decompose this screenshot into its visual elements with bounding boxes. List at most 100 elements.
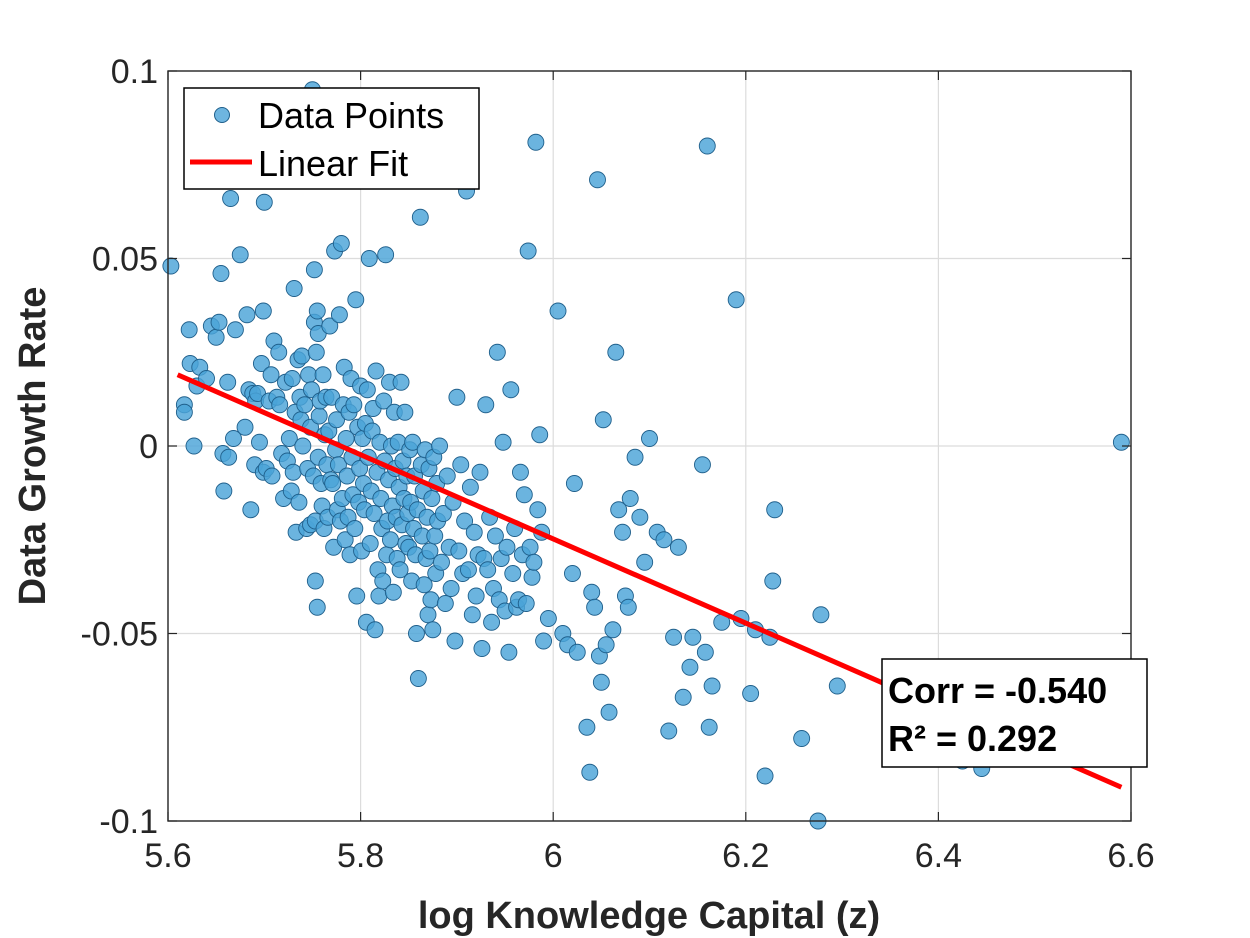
data-point	[285, 280, 303, 297]
data-point	[517, 595, 535, 612]
data-point	[442, 580, 460, 597]
axes-box	[167, 70, 1132, 822]
data-point	[271, 396, 289, 414]
data-point	[446, 632, 464, 650]
data-point	[631, 508, 649, 526]
data-point	[392, 373, 410, 391]
data-point	[226, 321, 244, 339]
data-point	[483, 613, 501, 631]
data-point	[374, 572, 392, 590]
data-point	[512, 463, 529, 481]
data-point	[473, 640, 491, 657]
data-point	[424, 621, 442, 639]
legend-label-data-points: Data Points	[258, 95, 444, 136]
data-point	[366, 621, 384, 639]
data-point	[310, 407, 328, 425]
legend-marker-data-points	[214, 107, 230, 123]
data-point	[270, 343, 288, 361]
data-point	[465, 523, 483, 541]
data-point	[348, 587, 366, 605]
data-point	[263, 467, 281, 485]
data-point	[828, 677, 846, 695]
data-point	[296, 396, 314, 414]
x-tick-label: 6.2	[722, 837, 769, 875]
data-point	[450, 542, 468, 560]
data-point	[262, 366, 280, 384]
x-tick-label: 5.6	[144, 837, 191, 875]
data-point	[641, 430, 658, 447]
data-point	[305, 261, 323, 279]
data-point	[525, 553, 543, 571]
legend-box	[183, 87, 480, 190]
data-point	[330, 456, 347, 474]
data-point	[519, 242, 537, 260]
data-point	[812, 606, 830, 624]
data-point	[674, 688, 692, 706]
data-point	[448, 388, 466, 406]
x-tick-label: 5.8	[337, 837, 384, 875]
data-point	[504, 565, 522, 582]
data-point	[207, 328, 225, 346]
data-point	[621, 490, 639, 507]
data-point	[423, 490, 441, 507]
data-point	[382, 531, 399, 549]
data-point	[370, 587, 388, 605]
data-point	[766, 501, 784, 519]
y-tick-label: -0.1	[99, 803, 158, 841]
data-point	[597, 636, 615, 654]
data-point	[347, 291, 365, 309]
data-point	[565, 475, 583, 492]
data-point	[529, 501, 547, 519]
data-point	[175, 403, 193, 421]
legend: Data Points Linear Fit	[183, 87, 480, 190]
data-point	[330, 306, 348, 324]
data-point	[502, 381, 520, 399]
data-point	[500, 643, 518, 661]
stats-box-frame	[881, 658, 1148, 768]
data-point	[328, 411, 345, 429]
x-tick-label: 6.6	[1107, 837, 1154, 875]
data-point	[619, 598, 637, 616]
data-point	[589, 171, 606, 189]
data-point	[212, 265, 230, 282]
data-point	[498, 538, 516, 556]
data-point	[180, 321, 198, 339]
data-point	[375, 392, 393, 410]
data-point	[660, 722, 678, 740]
data-point	[479, 561, 497, 579]
data-point	[306, 572, 324, 590]
data-point	[415, 576, 433, 594]
data-point	[391, 561, 409, 579]
data-point	[236, 418, 254, 436]
data-point	[581, 763, 599, 781]
legend-label-linear-fit: Linear Fit	[258, 143, 408, 184]
data-point	[365, 505, 383, 522]
x-axis-label: log Knowledge Capital (z)	[418, 895, 880, 937]
data-point	[515, 486, 533, 504]
x-tick-labels: 5.6 5.8 6 6.2 6.4 6.6	[144, 837, 1154, 875]
data-point	[434, 505, 452, 522]
axes	[167, 70, 1132, 822]
data-point	[700, 718, 718, 736]
data-point	[377, 246, 395, 264]
data-point	[793, 730, 811, 747]
data-point	[290, 493, 308, 511]
data-point	[539, 610, 557, 627]
data-point	[486, 527, 504, 545]
data-point	[314, 366, 332, 384]
data-point	[252, 355, 270, 372]
data-point	[594, 411, 612, 429]
data-point	[655, 531, 673, 549]
data-point	[461, 478, 479, 496]
data-point	[703, 677, 721, 695]
data-point	[338, 467, 356, 485]
data-point	[219, 373, 237, 391]
data-point	[336, 531, 354, 549]
data-point	[607, 343, 625, 361]
data-point	[583, 583, 601, 601]
data-point	[1112, 433, 1130, 451]
data-point	[626, 448, 644, 466]
data-point	[367, 362, 385, 380]
data-point	[433, 553, 450, 571]
y-tick-label: -0.05	[81, 616, 159, 654]
